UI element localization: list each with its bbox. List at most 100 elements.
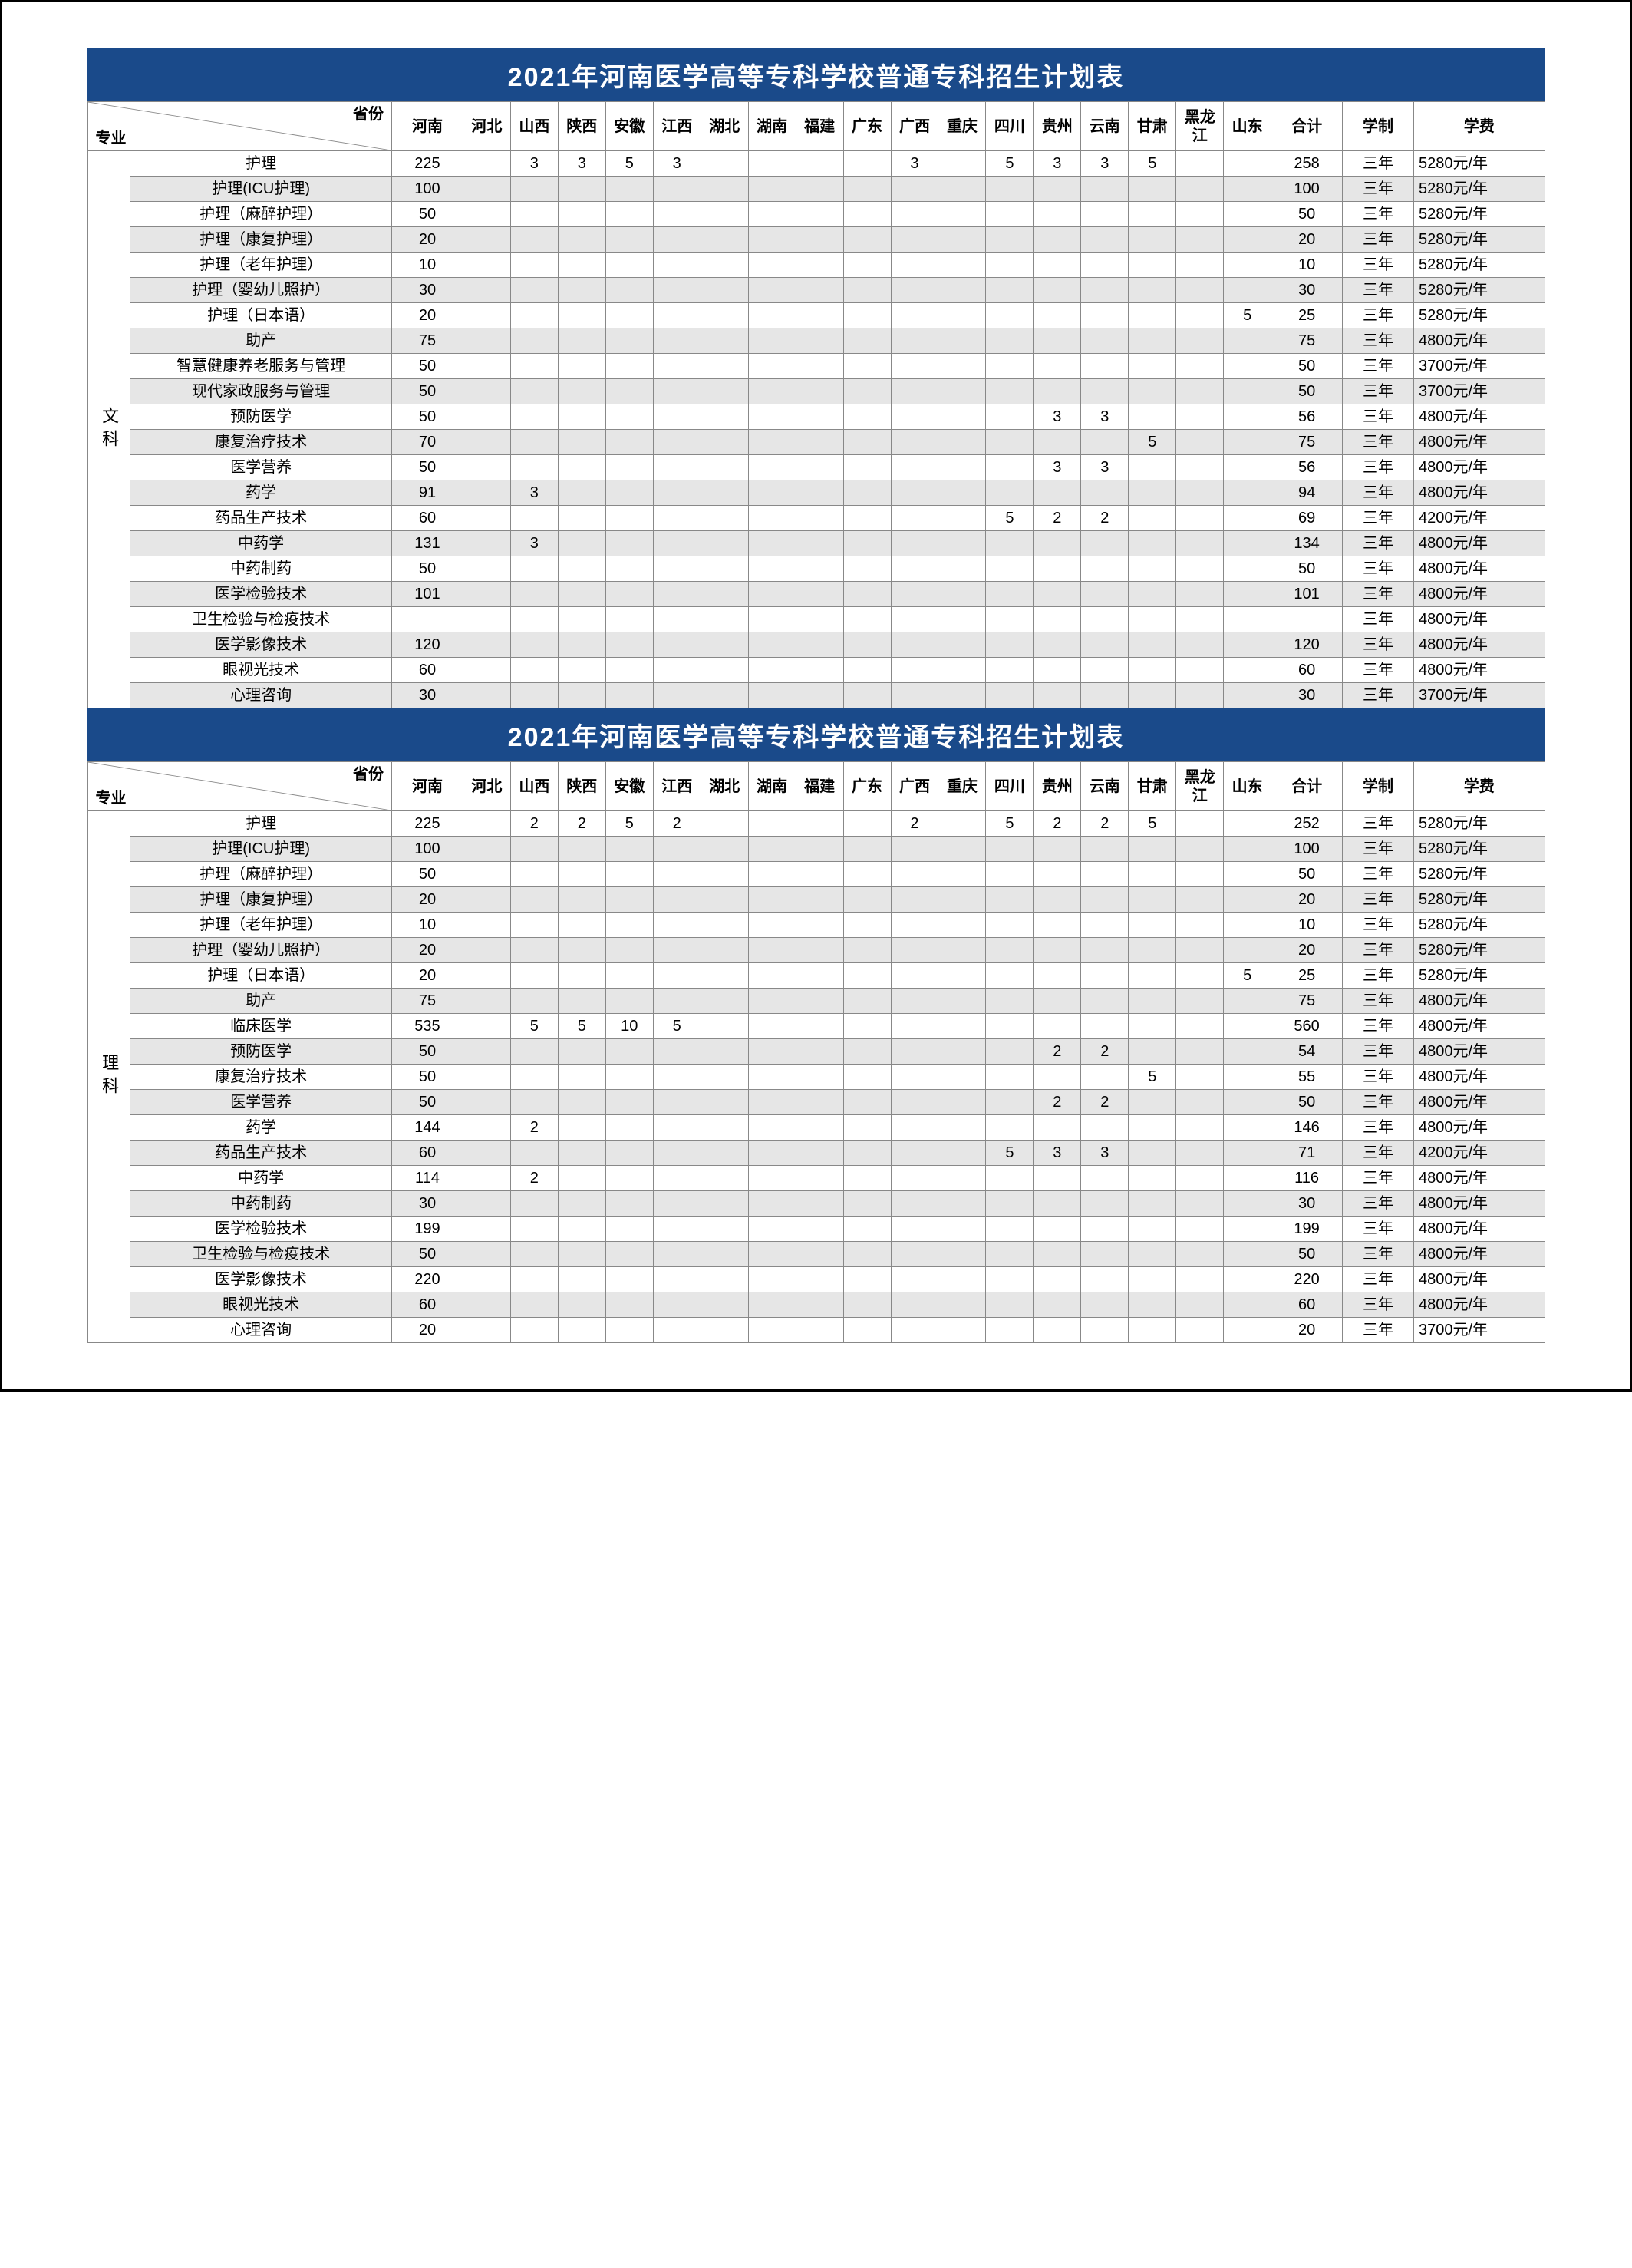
value-cell: [938, 1242, 986, 1267]
value-cell: 3: [1034, 455, 1081, 480]
value-cell: [1224, 1292, 1271, 1318]
value-cell: 120: [392, 632, 463, 658]
value-cell: [748, 202, 796, 227]
table-row: 中药学1142116三年4800元/年: [87, 1166, 1545, 1191]
value-cell: 3: [1081, 151, 1129, 177]
duration-cell: 三年: [1343, 455, 1414, 480]
major-cell: 护理（康复护理）: [130, 887, 392, 913]
value-cell: [463, 278, 510, 303]
value-cell: [463, 404, 510, 430]
value-cell: [1176, 837, 1224, 862]
value-cell: [558, 253, 605, 278]
value-cell: [891, 683, 938, 708]
value-cell: 5: [653, 1014, 701, 1039]
value-cell: 3: [1081, 1141, 1129, 1166]
value-cell: [891, 1014, 938, 1039]
duration-cell: 三年: [1343, 632, 1414, 658]
value-cell: [605, 1065, 653, 1090]
value-cell: [1176, 938, 1224, 963]
value-cell: [938, 989, 986, 1014]
value-cell: [463, 430, 510, 455]
value-cell: [1176, 989, 1224, 1014]
value-cell: [701, 379, 748, 404]
tuition-cell: 5280元/年: [1413, 177, 1545, 202]
value-cell: [1224, 887, 1271, 913]
value-cell: 30: [392, 1191, 463, 1217]
value-cell: [1176, 582, 1224, 607]
value-cell: [510, 379, 558, 404]
value-cell: [843, 862, 891, 887]
value-cell: [701, 1292, 748, 1318]
value-cell: [653, 506, 701, 531]
value-cell: 10: [392, 253, 463, 278]
value-cell: [558, 1039, 605, 1065]
value-cell: [891, 887, 938, 913]
value-cell: [938, 1267, 986, 1292]
duration-cell: 三年: [1343, 531, 1414, 556]
value-cell: [701, 506, 748, 531]
tuition-cell: 4800元/年: [1413, 1065, 1545, 1090]
value-cell: [605, 556, 653, 582]
value-cell: [891, 1267, 938, 1292]
value-cell: [843, 582, 891, 607]
value-cell: [1176, 1292, 1224, 1318]
value-cell: [1034, 1166, 1081, 1191]
tuition-cell: 5280元/年: [1413, 303, 1545, 328]
value-cell: [1129, 1141, 1176, 1166]
value-cell: [843, 303, 891, 328]
table-row: 临床医学53555105560三年4800元/年: [87, 1014, 1545, 1039]
table-row: 康复治疗技术70575三年4800元/年: [87, 430, 1545, 455]
value-cell: [748, 989, 796, 1014]
province-header: 湖南: [748, 762, 796, 811]
value-cell: [463, 480, 510, 506]
tuition-cell: 4800元/年: [1413, 582, 1545, 607]
value-cell: [796, 607, 843, 632]
duration-cell: 三年: [1343, 582, 1414, 607]
value-cell: [796, 1267, 843, 1292]
value-cell: [463, 658, 510, 683]
value-cell: [1129, 379, 1176, 404]
value-cell: [1034, 989, 1081, 1014]
value-cell: [463, 811, 510, 837]
value-cell: [891, 455, 938, 480]
value-cell: [463, 1292, 510, 1318]
value-cell: [796, 913, 843, 938]
value-cell: [1034, 253, 1081, 278]
major-cell: 助产: [130, 989, 392, 1014]
value-cell: [558, 202, 605, 227]
major-cell: 护理（老年护理）: [130, 253, 392, 278]
value-cell: [1176, 963, 1224, 989]
value-cell: [510, 227, 558, 253]
province-header: 云南: [1081, 762, 1129, 811]
value-cell: [1176, 811, 1224, 837]
value-cell: [463, 1115, 510, 1141]
table-row: 护理（麻醉护理）5050三年5280元/年: [87, 202, 1545, 227]
value-cell: [1176, 1318, 1224, 1343]
province-header: 陕西: [558, 102, 605, 151]
value-cell: [653, 632, 701, 658]
value-cell: [463, 506, 510, 531]
value-cell: [748, 253, 796, 278]
value-cell: [1081, 837, 1129, 862]
value-cell: 5: [1129, 811, 1176, 837]
value-cell: [1224, 1014, 1271, 1039]
duration-cell: 三年: [1343, 1014, 1414, 1039]
value-cell: [938, 151, 986, 177]
value-cell: [1224, 531, 1271, 556]
value-cell: [605, 938, 653, 963]
major-cell: 药学: [130, 1115, 392, 1141]
value-cell: [938, 837, 986, 862]
value-cell: [510, 582, 558, 607]
value-cell: [653, 202, 701, 227]
value-cell: [558, 1292, 605, 1318]
value-cell: [605, 1191, 653, 1217]
value-cell: [986, 1166, 1034, 1191]
major-cell: 心理咨询: [130, 1318, 392, 1343]
value-cell: [605, 1090, 653, 1115]
value-cell: [843, 227, 891, 253]
value-cell: [605, 1141, 653, 1166]
value-cell: [1224, 202, 1271, 227]
value-cell: [986, 1242, 1034, 1267]
value-cell: [1129, 938, 1176, 963]
value-cell: [1081, 328, 1129, 354]
